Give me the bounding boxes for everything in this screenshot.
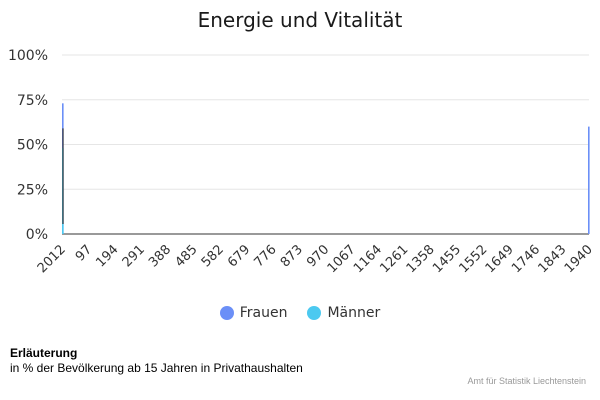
bar-frauen <box>588 126 590 234</box>
y-axis: 0% 25% 50% 75% 100% <box>8 48 48 243</box>
y-tick-label: 75% <box>17 93 48 109</box>
x-axis: 2012 971942913884855826797768739701067116… <box>35 242 596 276</box>
legend-item-frauen[interactable]: Frauen <box>219 305 288 321</box>
x-tick-label: 776 <box>251 242 279 270</box>
legend: Frauen Männer <box>0 305 600 321</box>
x-tick-label: 97 <box>73 242 95 264</box>
x-tick-label: 1261 <box>377 242 411 276</box>
bars <box>62 103 590 234</box>
gridlines <box>62 54 589 235</box>
x-tick-label: 1455 <box>430 242 464 276</box>
chart-plot: 0% 25% 50% 75% 100% 2012 97194291388485582679… <box>8 48 596 276</box>
x-tick-label: 2012 <box>35 242 69 276</box>
legend-swatch-frauen <box>219 306 234 320</box>
x-tick-label: 388 <box>146 242 174 270</box>
x-tick-label: 194 <box>93 242 121 270</box>
x-tick-label: 679 <box>225 242 253 270</box>
y-tick-label: 25% <box>17 182 48 198</box>
x-tick-label: 1843 <box>535 242 569 276</box>
x-tick-label: 1358 <box>404 242 438 276</box>
x-tick-label: 485 <box>172 242 200 270</box>
x-tick-label: 1067 <box>325 242 359 276</box>
x-tick-label: 1649 <box>483 242 517 276</box>
legend-item-maenner[interactable]: Männer <box>307 305 380 321</box>
y-tick-label: 0% <box>26 227 48 243</box>
note-title: Erläuterung <box>10 346 78 360</box>
y-tick-label: 50% <box>17 138 48 154</box>
legend-swatch-maenner <box>307 306 322 320</box>
y-tick-label: 100% <box>8 48 48 64</box>
x-tick-label: 1552 <box>456 242 490 276</box>
x-tick-label: 873 <box>278 242 306 270</box>
source-credit: Amt für Statistik Liechtenstein <box>467 376 586 386</box>
x-tick-label: 1940 <box>562 242 596 276</box>
chart-title: Energie und Vitalität <box>197 8 403 32</box>
note-text: in % der Bevölkerung ab 15 Jahren in Pri… <box>10 361 303 375</box>
x-tick-label: 582 <box>199 242 227 270</box>
x-tick-label: 1164 <box>351 242 385 276</box>
x-tick-label: 291 <box>120 242 148 270</box>
x-tick-label: 1746 <box>509 242 543 276</box>
legend-label-maenner: Männer <box>327 305 381 321</box>
legend-label-frauen: Frauen <box>239 305 288 321</box>
